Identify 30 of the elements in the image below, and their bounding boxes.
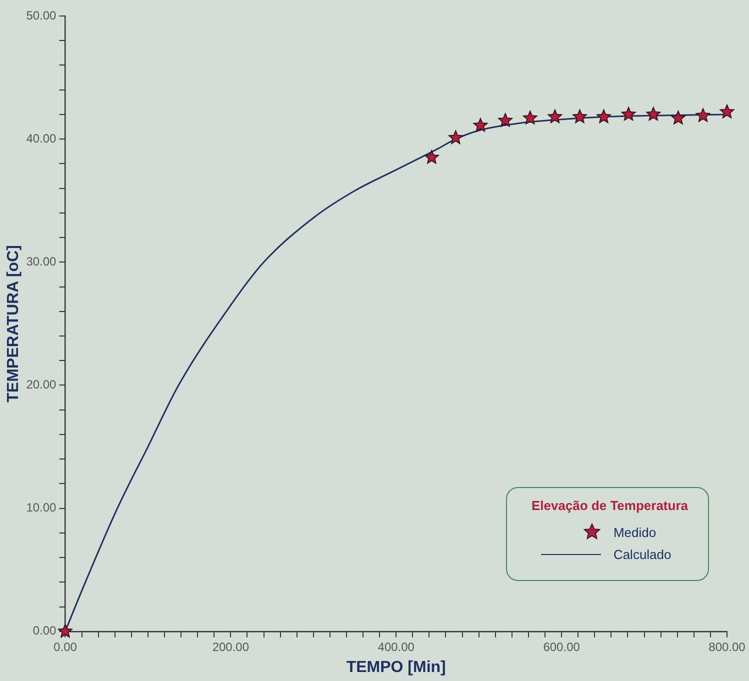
point xyxy=(621,106,636,121)
y-tick-label: 40.00 xyxy=(26,131,57,146)
x-axis-title: TEMPO [Min] xyxy=(346,658,446,676)
point xyxy=(596,109,611,124)
x-tick-label: 200.00 xyxy=(212,640,250,654)
point xyxy=(696,108,710,122)
legend-label: Medido xyxy=(613,524,656,540)
point xyxy=(448,130,463,144)
point xyxy=(424,150,439,164)
point xyxy=(58,624,72,638)
legend-title: Elevação de Temperatura xyxy=(531,498,688,513)
x-tick-label: 800.00 xyxy=(708,640,746,654)
y-tick-label: 10.00 xyxy=(26,500,57,515)
legend-label: Calculado xyxy=(613,547,672,562)
point xyxy=(572,109,587,124)
x-tick-label: 0.00 xyxy=(54,640,78,654)
point xyxy=(473,118,488,132)
y-tick-label: 0.00 xyxy=(32,624,57,638)
point xyxy=(498,113,512,127)
y-tick-label: 50.00 xyxy=(26,8,57,22)
point xyxy=(671,110,686,124)
x-tick-label: 600.00 xyxy=(543,640,580,654)
point xyxy=(548,109,562,124)
point xyxy=(720,104,734,118)
y-axis-title: TEMPERATURA [oC] xyxy=(5,245,22,402)
x-tick-label: 400.00 xyxy=(378,640,415,654)
point xyxy=(522,110,538,124)
y-tick-label: 20.00 xyxy=(26,378,57,392)
y-tick-label: 30.00 xyxy=(26,254,57,268)
point xyxy=(646,106,661,121)
